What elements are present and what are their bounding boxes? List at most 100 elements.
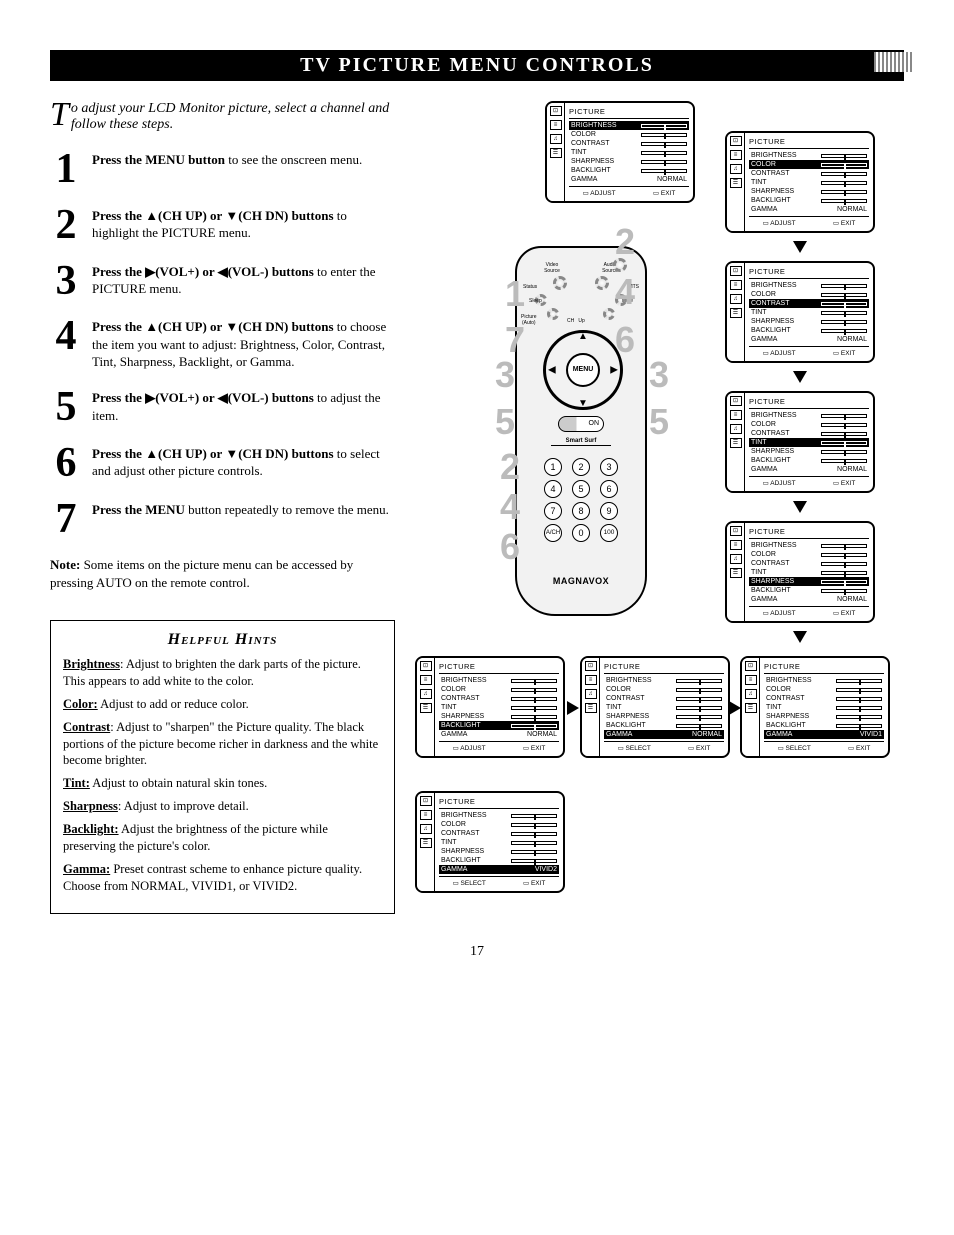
arrow-down-icon[interactable]: ▼ <box>578 398 588 409</box>
menu-row: COLOR <box>749 160 869 169</box>
menu-body: PICTURE BRIGHTNESSCOLORCONTRASTTINTSHARP… <box>745 133 873 231</box>
tv-icon: ⊡ <box>550 106 562 116</box>
menu-side-icons: ⊡ ≡ ♫ ☰ <box>727 263 745 361</box>
remote-button[interactable] <box>547 308 559 320</box>
num-button[interactable]: 0 <box>572 524 590 542</box>
callout-number: 3 <box>649 354 669 396</box>
menu-row: BRIGHTNESS <box>749 541 869 550</box>
page-number: 17 <box>50 944 904 960</box>
menu-row: GAMMANORMAL <box>604 730 724 739</box>
menu-row: GAMMAVIVID1 <box>764 730 884 739</box>
step-number: 5 <box>50 389 82 427</box>
menu-row: BRIGHTNESS <box>764 676 884 685</box>
speaker-icon: ♫ <box>730 554 742 564</box>
footer-exit: EXIT <box>653 189 675 197</box>
menu-row: SHARPNESS <box>439 847 559 856</box>
num-button[interactable]: 4 <box>544 480 562 498</box>
menu-title: PICTURE <box>569 105 689 119</box>
menu-footer: ADJUST EXIT <box>439 741 559 752</box>
arrow-right-icon[interactable]: ▶ <box>610 365 618 376</box>
osd-menu-card: ⊡ ≡ ♫ ☰ PICTURE BRIGHTNESSCOLORCONTRASTT… <box>415 791 565 893</box>
menu-side-icons: ⊡ ≡ ♫ ☰ <box>727 133 745 231</box>
menu-body: PICTURE BRIGHTNESSCOLORCONTRASTTINTSHARP… <box>565 103 693 201</box>
menu-title: PICTURE <box>749 265 869 279</box>
menu-row: SHARPNESS <box>764 712 884 721</box>
menu-row: SHARPNESS <box>439 712 559 721</box>
menu-row: BRIGHTNESS <box>439 811 559 820</box>
osd-menu-card: ⊡ ≡ ♫ ☰ PICTURE BRIGHTNESSCOLORCONTRASTT… <box>725 391 875 493</box>
menu-body: PICTURE BRIGHTNESSCOLORCONTRASTTINTSHARP… <box>745 263 873 361</box>
remote-label: CH Up <box>567 318 585 324</box>
remote-label: Sleep <box>529 298 542 304</box>
num-button[interactable]: 5 <box>572 480 590 498</box>
num-button[interactable]: 1 <box>544 458 562 476</box>
osd-menu-card: ⊡ ≡ ♫ ☰ PICTURE BRIGHTNESSCOLORCONTRASTT… <box>580 656 730 758</box>
menu-row: TINT <box>604 703 724 712</box>
arrow-up-icon[interactable]: ▲ <box>578 331 588 342</box>
hundred-button[interactable]: 100 <box>600 524 618 542</box>
page: TV PICTURE MENU CONTROLS To adjust your … <box>0 0 954 990</box>
settings-icon: ☰ <box>730 568 742 578</box>
nav-ring[interactable]: ▲ ▼ ◀ ▶ <box>543 330 623 410</box>
menu-row: BRIGHTNESS <box>569 121 689 130</box>
num-button[interactable]: 9 <box>600 502 618 520</box>
menu-row: COLOR <box>439 820 559 829</box>
smart-surf-label: Smart Surf <box>551 438 611 446</box>
menu-row: CONTRAST <box>749 559 869 568</box>
footer-action: SELECT <box>453 879 486 887</box>
menu-body: PICTURE BRIGHTNESSCOLORCONTRASTTINTSHARP… <box>435 793 563 891</box>
num-button[interactable]: 8 <box>572 502 590 520</box>
osd-menu-card: ⊡ ≡ ♫ ☰ PICTURE BRIGHTNESSCOLORCONTRASTT… <box>725 261 875 363</box>
step: 3 Press the ▶(VOL+) or ◀(VOL-) buttons t… <box>50 263 395 301</box>
remote-button[interactable] <box>603 308 615 320</box>
footer-action: ADJUST <box>763 349 796 357</box>
menu-row: COLOR <box>749 550 869 559</box>
num-button[interactable]: 6 <box>600 480 618 498</box>
num-button[interactable]: 2 <box>572 458 590 476</box>
step: 4 Press the ▲(CH UP) or ▼(CH DN) buttons… <box>50 318 395 371</box>
hint-item: Brightness: Adjust to brighten the dark … <box>63 656 382 690</box>
menu-title: PICTURE <box>764 660 884 674</box>
menu-footer: ADJUST EXIT <box>749 476 869 487</box>
menu-title: PICTURE <box>749 135 869 149</box>
menu-title: PICTURE <box>749 395 869 409</box>
hints-list: Brightness: Adjust to brighten the dark … <box>63 656 382 895</box>
hint-item: Sharpness: Adjust to improve detail. <box>63 798 382 815</box>
on-switch[interactable]: ON <box>558 416 604 432</box>
ach-button[interactable]: A/CH <box>544 524 562 542</box>
settings-icon: ☰ <box>730 308 742 318</box>
tv-icon: ⊡ <box>585 661 597 671</box>
menu-body: PICTURE BRIGHTNESSCOLORCONTRASTTINTSHARP… <box>435 658 563 756</box>
tv-icon: ⊡ <box>730 396 742 406</box>
bars-icon: ≡ <box>730 410 742 420</box>
numpad-row: A/CH 0 100 <box>517 524 645 542</box>
menu-row: TINT <box>749 178 869 187</box>
callout-number: 5 <box>495 401 515 443</box>
menu-row: TINT <box>764 703 884 712</box>
arrow-right-icon <box>729 701 741 715</box>
speaker-icon: ♫ <box>730 294 742 304</box>
num-button[interactable]: 7 <box>544 502 562 520</box>
tv-icon: ⊡ <box>745 661 757 671</box>
speaker-icon: ♫ <box>730 164 742 174</box>
footer-exit: EXIT <box>688 744 710 752</box>
menu-row: GAMMANORMAL <box>439 730 559 739</box>
num-button[interactable]: 3 <box>600 458 618 476</box>
brand-label: MAGNAVOX <box>517 576 645 586</box>
menu-row: CONTRAST <box>604 694 724 703</box>
footer-exit: EXIT <box>833 349 855 357</box>
menu-row: GAMMANORMAL <box>749 205 869 214</box>
remote-button[interactable] <box>553 276 567 290</box>
speaker-icon: ♫ <box>745 689 757 699</box>
menu-row: GAMMANORMAL <box>749 465 869 474</box>
bars-icon: ≡ <box>585 675 597 685</box>
menu-title: PICTURE <box>439 795 559 809</box>
remote-button[interactable] <box>595 276 609 290</box>
page-title: TV PICTURE MENU CONTROLS <box>50 50 904 81</box>
menu-row: BRIGHTNESS <box>604 676 724 685</box>
arrow-left-icon[interactable]: ◀ <box>548 365 556 376</box>
menu-row: BACKLIGHT <box>764 721 884 730</box>
step-text: Press the ▲(CH UP) or ▼(CH DN) buttons t… <box>92 318 395 371</box>
menu-side-icons: ⊡ ≡ ♫ ☰ <box>547 103 565 201</box>
menu-row: BACKLIGHT <box>749 326 869 335</box>
